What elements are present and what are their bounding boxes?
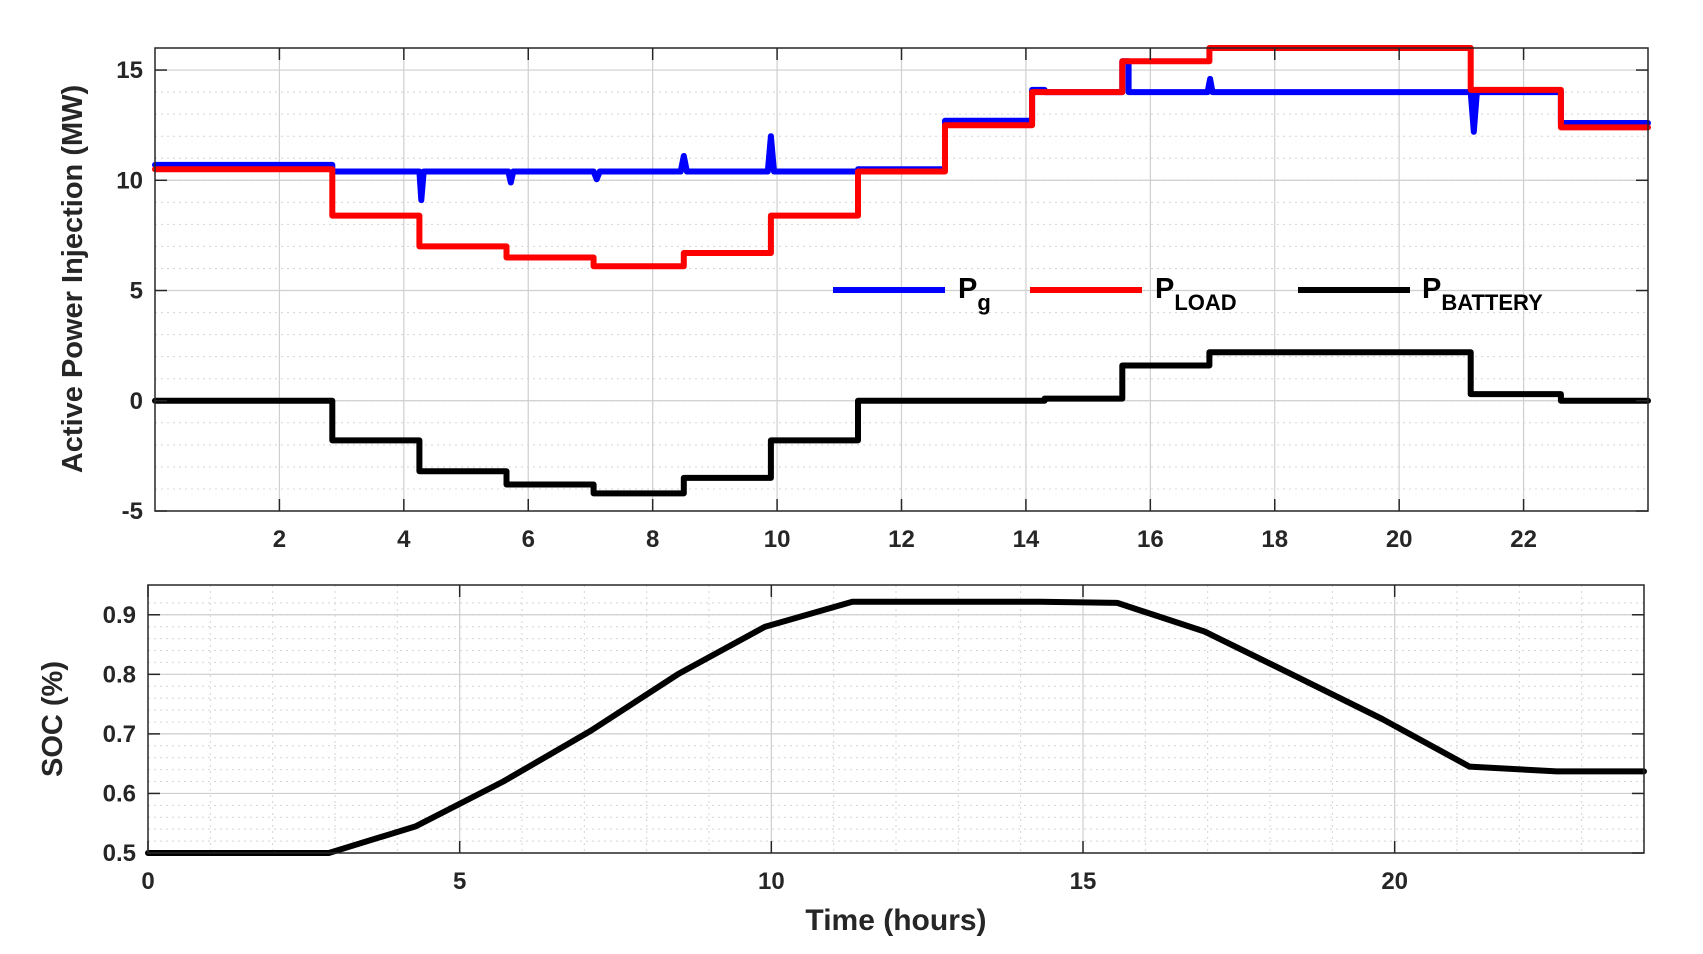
soc-y-tick-label: 0.8 bbox=[103, 661, 136, 688]
soc-x-tick-label: 20 bbox=[1381, 868, 1408, 895]
power-y-tick-label: 10 bbox=[116, 167, 143, 194]
soc-axes-box bbox=[147, 584, 1645, 854]
power-x-tick-label: 4 bbox=[397, 526, 411, 553]
legend-pg-label: Pg bbox=[958, 273, 991, 315]
soc-y-axis-label: SOC (%) bbox=[37, 661, 69, 777]
power-x-tick-label: 12 bbox=[888, 526, 915, 553]
power-x-tick-label: 2 bbox=[273, 526, 286, 553]
power-panel: -5 0 5 10 15 2 4 6 8 10 12 14 16 18 20 22 Active Power … bbox=[57, 45, 1651, 553]
soc-ticks: 0.5 0.6 0.7 0.8 0.9 0 5 10 15 20 bbox=[103, 585, 1644, 895]
soc-y-tick-label: 0.5 bbox=[103, 840, 136, 867]
power-y-axis-label: Active Power Injection (MW) bbox=[57, 85, 89, 473]
soc-y-tick-label: 0.7 bbox=[103, 721, 136, 748]
power-x-tick-label: 10 bbox=[764, 526, 791, 553]
power-x-tick-label: 22 bbox=[1510, 526, 1537, 553]
soc-x-tick-label: 15 bbox=[1070, 868, 1097, 895]
power-ticks: -5 0 5 10 15 2 4 6 8 10 12 14 16 18 20 22 bbox=[116, 48, 1648, 553]
power-x-tick-label: 16 bbox=[1137, 526, 1164, 553]
legend: Pg PLOAD PBATTERY bbox=[833, 273, 1543, 315]
soc-x-tick-label: 0 bbox=[141, 868, 154, 895]
soc-x-axis-label: Time (hours) bbox=[805, 904, 986, 937]
soc-y-tick-label: 0.6 bbox=[103, 780, 136, 807]
power-x-tick-label: 18 bbox=[1261, 526, 1288, 553]
legend-pbattery-label: PBATTERY bbox=[1422, 273, 1543, 315]
power-y-tick-label: 0 bbox=[130, 388, 143, 415]
power-x-tick-label: 8 bbox=[646, 526, 659, 553]
power-y-tick-label: 5 bbox=[130, 278, 143, 305]
soc-grid bbox=[148, 585, 1644, 853]
soc-panel: 0.5 0.6 0.7 0.8 0.9 0 5 10 15 20 SOC (%) Time (ho… bbox=[37, 584, 1647, 937]
series-soc-line bbox=[145, 598, 1647, 856]
series-pbat-line bbox=[152, 349, 1651, 497]
power-x-tick-label: 14 bbox=[1013, 526, 1040, 553]
legend-pload-label: PLOAD bbox=[1155, 273, 1237, 315]
power-x-tick-label: 20 bbox=[1386, 526, 1413, 553]
power-y-tick-label: -5 bbox=[122, 498, 143, 525]
soc-x-tick-label: 5 bbox=[453, 868, 466, 895]
soc-x-tick-label: 10 bbox=[758, 868, 785, 895]
soc-y-tick-label: 0.9 bbox=[103, 602, 136, 629]
soc-lines bbox=[145, 598, 1647, 856]
power-y-tick-label: 15 bbox=[116, 57, 143, 84]
power-x-tick-label: 6 bbox=[522, 526, 535, 553]
